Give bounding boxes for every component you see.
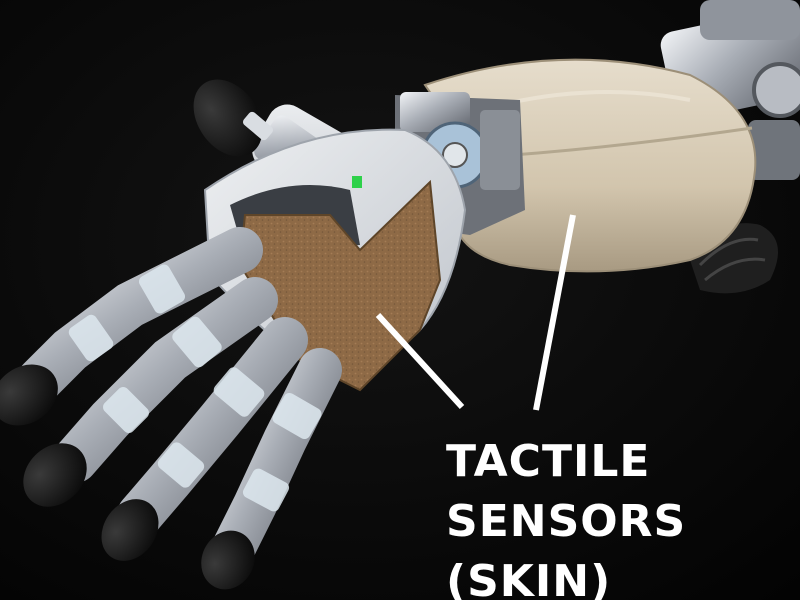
little-finger [201,348,342,590]
fingers [0,227,342,590]
pointer-line-palm [375,312,465,410]
label-line-2: SENSORS [446,496,687,547]
tactile-sensors-label: TACTILE SENSORS (SKIN) [446,432,686,600]
pointer-line-forearm [533,214,576,411]
ring-finger [101,317,308,561]
middle-finger [23,277,278,507]
index-finger [0,227,263,426]
label-line-1: TACTILE [446,436,651,487]
label-line-3: (SKIN) [446,556,612,600]
